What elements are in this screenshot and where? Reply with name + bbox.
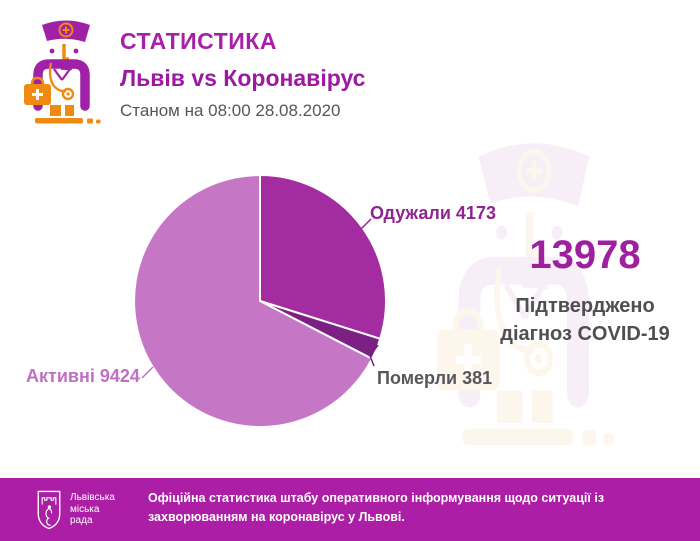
pie-chart [133, 174, 387, 428]
as-of-timestamp: Станом на 08:00 28.08.2020 [120, 101, 341, 120]
callout-line-died [369, 344, 379, 367]
lviv-city-council-logo-text: Львівська міська рада [70, 492, 115, 527]
page-title: СТАТИСТИКА [120, 28, 277, 54]
caption-line-2: діагноз COVID-19 [500, 323, 670, 345]
caption-line-1: Підтверджено [515, 295, 655, 317]
callout-line-active [141, 366, 154, 379]
total-confirmed-value: 13978 [529, 233, 641, 277]
footer-message: Офіційна статистика штабу оперативного і… [148, 491, 605, 524]
header: СТАТИСТИКА Львів vs Коронавірус Станом н… [120, 28, 365, 121]
callout-line-recovered [360, 218, 372, 230]
callout-died-label: Померли 381 [377, 368, 493, 388]
callout-recovered-label: Одужали 4173 [370, 203, 496, 223]
page-subtitle: Львів vs Коронавірус [120, 65, 366, 91]
pie-slice-recovered [259, 174, 387, 340]
total-confirmed-caption: Підтверджено діагноз COVID-19 [460, 292, 700, 348]
doctor-icon [20, 18, 112, 128]
callout-active-label: Активні 9424 [26, 366, 140, 386]
logo-text-line-1: Львівська [70, 492, 115, 503]
logo-text-line-3: рада [70, 515, 93, 526]
footer-bar: Львівська міська рада Офіційна статистик… [0, 478, 700, 541]
lviv-city-council-logo-icon [36, 489, 62, 530]
logo-text-line-2: міська [70, 503, 100, 515]
total-summary: 13978 Підтверджено діагноз COVID-19 [460, 233, 700, 348]
